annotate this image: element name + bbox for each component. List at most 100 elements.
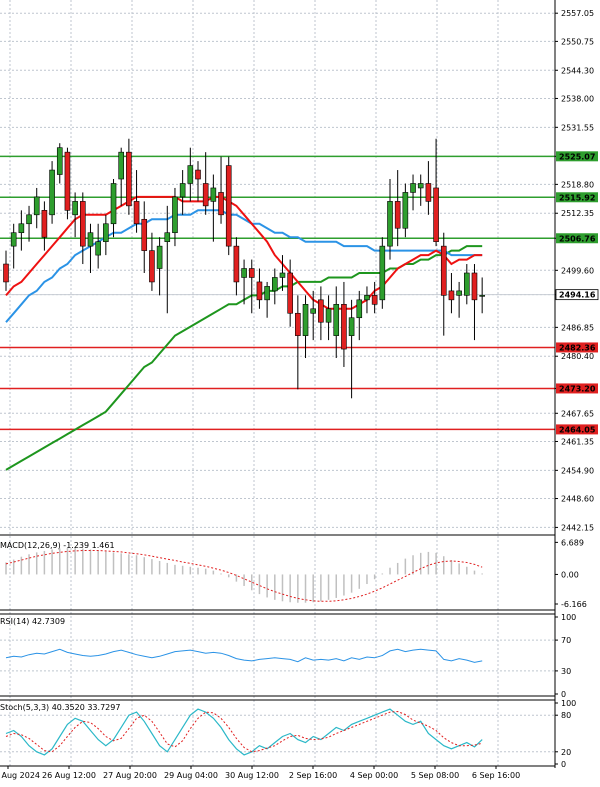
candle-body	[56, 147, 63, 175]
candle	[341, 281, 347, 367]
rsi-line	[5, 648, 483, 663]
candle	[126, 138, 132, 215]
candle-body	[149, 250, 155, 283]
candle-body	[394, 201, 401, 229]
current-price-label: 2494.16	[559, 291, 596, 300]
candle-body	[433, 187, 439, 242]
candle	[56, 143, 63, 184]
candle-body	[164, 232, 171, 242]
candle-body	[103, 223, 109, 242]
candle-body	[410, 183, 416, 193]
macd-tick-label: 0.00	[561, 570, 579, 579]
candle	[164, 205, 171, 314]
candles	[3, 138, 485, 399]
candle	[479, 277, 485, 314]
candle-body	[333, 304, 340, 336]
price-tick-label: 2538.00	[561, 94, 594, 103]
candle-body	[218, 192, 224, 216]
price-tick-label: 2518.80	[561, 180, 594, 189]
candle	[202, 152, 209, 215]
price-tick-label: 2454.90	[561, 466, 594, 475]
candle-body	[425, 183, 432, 202]
candle-body	[156, 245, 163, 269]
candle-body	[195, 169, 201, 180]
level-tag-label: 2525.07	[559, 152, 595, 161]
time-tick-label: 4 Sep 00:00	[350, 771, 398, 780]
candle	[64, 147, 71, 220]
candle	[364, 286, 370, 314]
candle	[440, 232, 447, 336]
candle-body	[210, 187, 217, 202]
candle	[433, 138, 439, 247]
current-price-tag	[555, 289, 599, 301]
candle	[10, 223, 17, 269]
level-tag-label: 2473.20	[559, 384, 596, 393]
level-tag	[556, 383, 598, 394]
time-tick-label: 6 Sep 16:00	[472, 771, 520, 780]
candle-body	[463, 272, 470, 296]
candle-body	[225, 165, 232, 247]
price-tick-label: 2499.60	[561, 266, 594, 275]
price-tick-label: 2557.05	[561, 9, 594, 18]
candle-body	[187, 165, 194, 184]
price-tick-label: 2512.35	[561, 209, 594, 218]
candle	[463, 264, 470, 305]
level-tag	[556, 151, 598, 162]
candle-body	[3, 263, 9, 283]
candle	[456, 281, 462, 318]
price-tick-label: 2550.75	[561, 37, 594, 46]
candle	[80, 192, 86, 265]
price-tick-label: 2486.85	[561, 323, 594, 332]
candle-body	[41, 210, 48, 238]
candle	[271, 268, 278, 305]
candle	[218, 156, 224, 224]
candle	[18, 210, 25, 251]
time-tick-label: 26 Aug 12:00	[42, 771, 96, 780]
candle	[156, 237, 163, 296]
candle	[394, 170, 401, 247]
rsi-tick-label: 30	[561, 667, 571, 676]
candle	[179, 170, 186, 215]
candle	[187, 147, 194, 202]
candle-body	[417, 183, 424, 189]
price-tick-label: 2544.30	[561, 66, 594, 75]
candle	[33, 187, 40, 229]
candle	[287, 259, 293, 327]
level-tag	[556, 424, 598, 435]
candle-body	[371, 295, 378, 305]
candle-body	[33, 196, 40, 216]
candle	[233, 237, 240, 296]
candle-body	[440, 245, 447, 296]
candle	[387, 179, 393, 260]
level-tag-label: 2482.36	[559, 343, 596, 352]
candle-body	[87, 232, 94, 247]
candle-body	[64, 151, 71, 211]
price-tick-label: 2461.35	[561, 437, 594, 446]
candle-body	[126, 151, 132, 207]
candle-body	[133, 201, 140, 225]
candle	[417, 174, 424, 206]
level-tag	[556, 192, 598, 203]
candle-body	[448, 290, 455, 301]
candle	[26, 205, 32, 242]
rsi-tick-label: 0	[561, 690, 566, 699]
candle-body	[256, 281, 263, 301]
candle-body	[271, 277, 278, 292]
candle	[310, 290, 317, 341]
candle	[72, 192, 78, 238]
candle	[141, 201, 148, 273]
candle	[248, 259, 255, 314]
price-tick-label: 2467.65	[561, 409, 594, 418]
stoch-tick-label: 0	[561, 760, 566, 769]
candle	[103, 214, 109, 256]
candle	[318, 286, 324, 341]
time-tick-label: 5 Sep 08:00	[411, 771, 459, 780]
candle	[425, 161, 432, 215]
candle-body	[233, 245, 240, 283]
price-tick-label: 2531.55	[561, 123, 594, 132]
macd-tick-label: -6.166	[561, 600, 587, 609]
candle-body	[72, 201, 78, 216]
